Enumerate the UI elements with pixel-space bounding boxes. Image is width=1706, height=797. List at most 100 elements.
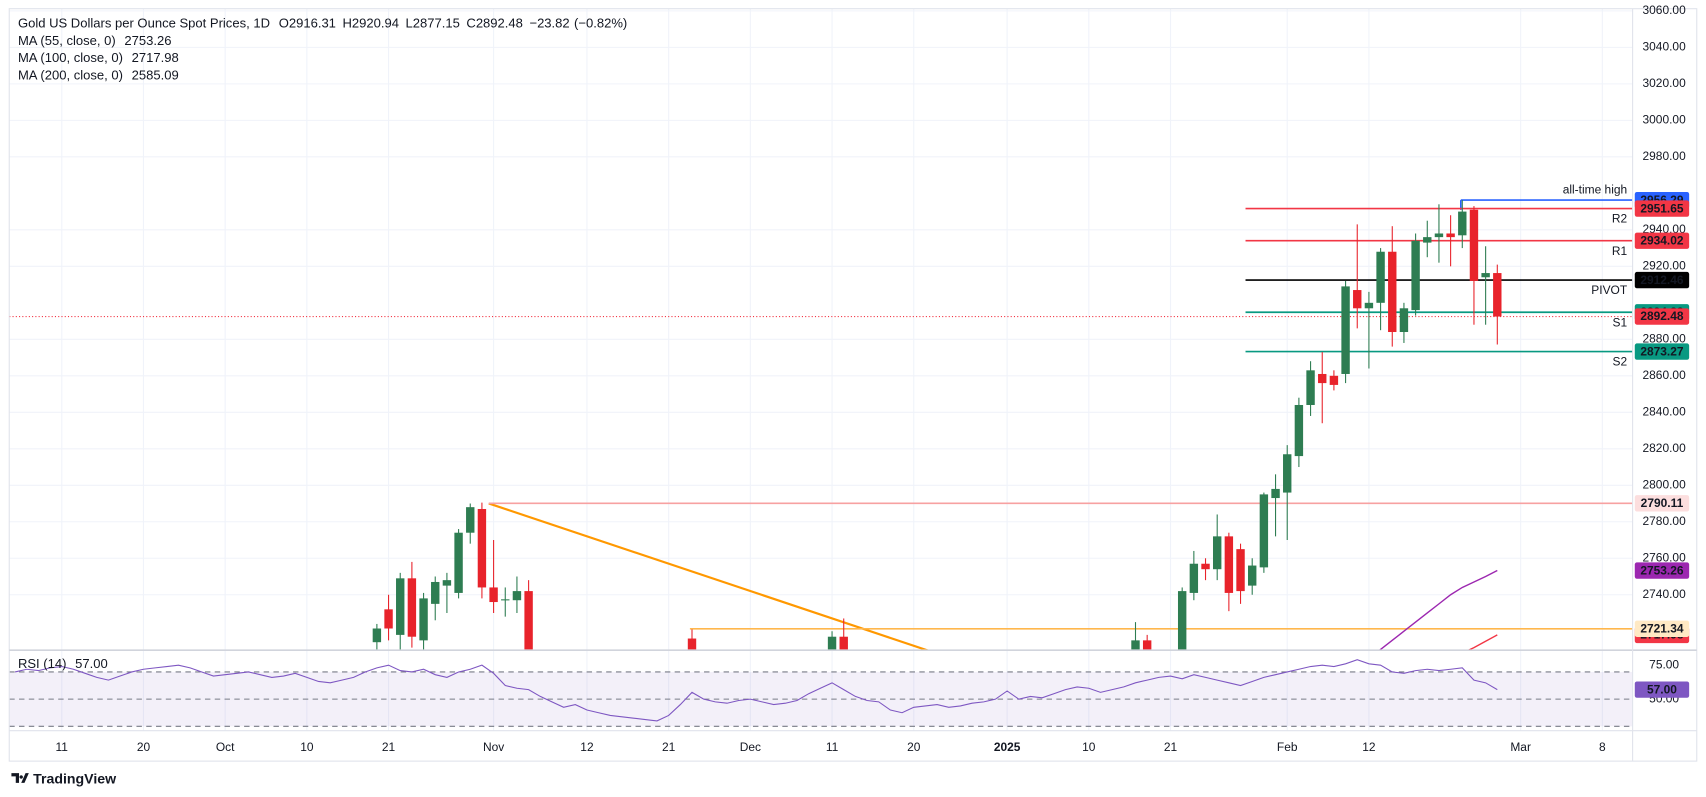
x-tick-label: 20 <box>137 740 151 754</box>
chart-title: Gold US Dollars per Ounce Spot Prices, 1… <box>18 15 270 30</box>
level-value-text: 2873.27 <box>1640 344 1684 358</box>
level-value-box <box>1634 620 1690 637</box>
candle-body <box>466 507 475 533</box>
price-pane: all-time high R2 R1 PIVOT S1 S2 <box>9 182 1633 651</box>
level-value-box <box>1634 308 1690 325</box>
y-tick-label: 2740.00 <box>1643 587 1687 601</box>
candle-body <box>489 587 498 603</box>
candle-body <box>454 532 463 593</box>
candle-body <box>372 628 382 643</box>
ohlc-prefix: H <box>342 15 351 30</box>
candle-body <box>687 638 697 651</box>
ma-legend-name: MA (200, close, 0) <box>18 68 123 83</box>
candle-body <box>1481 273 1490 278</box>
legend: Gold US Dollars per Ounce Spot Prices, 1… <box>18 15 627 670</box>
ma-legend-name: MA (100, close, 0) <box>18 50 123 65</box>
ohlc-prefix: L <box>406 15 413 30</box>
candle-body <box>501 599 510 601</box>
candle-body <box>1224 536 1234 593</box>
candle-body <box>1306 370 1315 405</box>
candle-body <box>396 578 405 635</box>
level-label: R1 <box>1612 244 1628 258</box>
change-value: −23.82 <box>529 15 569 30</box>
border <box>8 8 1698 762</box>
candle-body <box>1318 373 1327 384</box>
candle-body <box>1458 211 1467 236</box>
level-value-text: 2790.11 <box>1641 496 1684 510</box>
rsi-line <box>14 659 1498 722</box>
candle-body <box>1388 251 1397 333</box>
candle-body <box>1259 494 1269 568</box>
candle-body <box>1446 233 1455 238</box>
candle-body <box>512 591 522 601</box>
candle-body <box>1493 273 1502 317</box>
brand-name: TradingView <box>33 770 117 786</box>
x-tick-label: 21 <box>1164 740 1178 754</box>
ma-legend-value: 2717.98 <box>132 50 179 65</box>
candle-body <box>442 580 452 586</box>
candle-body <box>477 508 487 588</box>
candle-body <box>827 636 837 651</box>
ohlc-prefix: C <box>466 15 475 30</box>
y-tick-label: 2980.00 <box>1643 149 1687 163</box>
candle-body <box>419 598 428 641</box>
level-label: R2 <box>1612 212 1628 226</box>
level-value-text: 2912.46 <box>1640 273 1684 287</box>
y-tick-label: 2860.00 <box>1643 368 1687 382</box>
y-tick-label: 2820.00 <box>1643 441 1687 455</box>
level-label: PIVOT <box>1591 283 1628 297</box>
y-tick-label: 2840.00 <box>1643 404 1687 418</box>
candle-body <box>1271 488 1280 499</box>
x-tick-label: 12 <box>580 740 594 754</box>
candle-body <box>1201 563 1210 570</box>
rsi-value-box <box>1634 681 1690 698</box>
rsi-legend-value: 57.00 <box>75 656 108 671</box>
candle-body <box>524 591 533 651</box>
axes: 2740.00 2760.00 2780.00 2800.00 2820.00 2840.… <box>56 3 1690 754</box>
x-tick-label: 20 <box>907 740 921 754</box>
ohlc-value: 2877.15 <box>413 15 460 30</box>
logo-icon <box>11 773 29 783</box>
candle-body <box>1469 209 1479 281</box>
x-tick-label: Nov <box>483 740 504 754</box>
candle-body <box>1423 237 1432 243</box>
moving-average-line <box>1466 634 1498 651</box>
ohlc-prefix: O <box>279 15 289 30</box>
y-tick-label: 2920.00 <box>1643 258 1687 272</box>
trendline <box>488 502 931 651</box>
y-tick-label: 2880.00 <box>1643 331 1687 345</box>
level-value-box <box>1634 343 1690 360</box>
candle-body <box>1236 549 1245 592</box>
ohlc-value: 2892.48 <box>476 15 523 30</box>
level-value-text: 2892.48 <box>1640 309 1684 323</box>
x-tick-label: 10 <box>300 740 314 754</box>
rsi-value-text: 57.00 <box>1647 682 1677 696</box>
y-tick-label: 3060.00 <box>1643 3 1687 17</box>
candle-body <box>1177 591 1187 651</box>
ma-value-text: 2753.26 <box>1640 563 1684 577</box>
rsi-tick-label: 75.00 <box>1649 657 1679 671</box>
candle-body <box>1142 640 1152 651</box>
x-tick-label: 2025 <box>994 740 1021 754</box>
level-label: all-time high <box>1563 182 1627 196</box>
brand-logo: TradingView <box>11 770 117 786</box>
x-tick-label: 21 <box>662 740 676 754</box>
rsi-pane <box>9 659 1633 727</box>
x-tick-label: Mar <box>1510 740 1531 754</box>
candle-body <box>1341 286 1350 374</box>
level-value-text: 2934.02 <box>1640 233 1684 247</box>
level-value-text: 2951.65 <box>1640 201 1684 215</box>
candle-body <box>384 609 393 629</box>
x-tick-label: Oct <box>216 740 235 754</box>
y-tick-label: 3000.00 <box>1643 113 1687 127</box>
x-tick-label: 10 <box>1082 740 1096 754</box>
ohlc-value: 2920.94 <box>352 15 399 30</box>
candle-body <box>1131 640 1140 651</box>
candle-body <box>1294 404 1304 457</box>
y-tick-label: 3020.00 <box>1643 76 1687 90</box>
x-tick-label: 12 <box>1362 740 1376 754</box>
x-tick-label: 11 <box>826 740 839 754</box>
rsi-legend-name: RSI (14) <box>18 656 67 671</box>
candle-body <box>1189 563 1199 593</box>
